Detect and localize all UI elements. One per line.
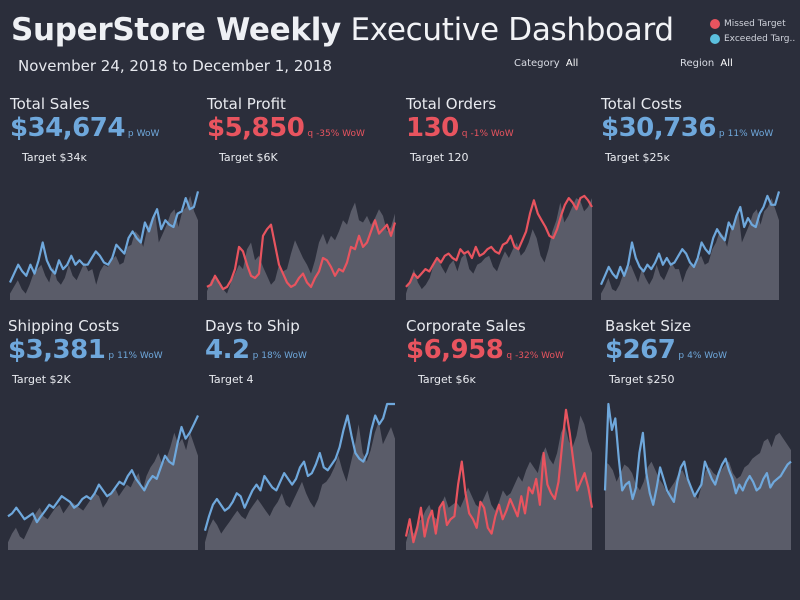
legend-exceeded-label: Exceeded Targ.. — [724, 33, 796, 44]
kpi-card-shipping-costs[interactable]: Shipping Costs $3,381 p 11% WoW Target $… — [7, 317, 199, 550]
kpi-title: Shipping Costs — [8, 317, 120, 335]
kpi-delta: 11% WoW — [117, 351, 163, 361]
sparkline-chart[interactable] — [203, 402, 395, 550]
sparkline-chart[interactable] — [7, 402, 199, 550]
kpi-card-total-costs[interactable]: Total Costs $30,736 p 11% WoW Target $25… — [599, 95, 791, 315]
trend-arrow-icon: q — [307, 129, 314, 139]
legend-item-exceeded[interactable]: Exceeded Targ.. — [710, 31, 795, 46]
date-range: November 24, 2018 to December 1, 2018 — [18, 57, 332, 75]
sparkline-area — [205, 421, 395, 550]
kpi-value-row: $267 p 4% WoW — [605, 335, 727, 365]
trend-arrow-icon: p — [252, 351, 259, 361]
kpi-value: 4.2 — [205, 335, 250, 365]
kpi-card-total-orders[interactable]: Total Orders 130 q -1% WoW Target 120 — [405, 95, 596, 315]
kpi-title: Basket Size — [605, 317, 692, 335]
kpi-delta: -32% WoW — [515, 351, 564, 361]
kpi-title: Total Orders — [406, 95, 497, 113]
sparkline-line — [203, 402, 395, 531]
legend-missed-label: Missed Target — [724, 18, 786, 29]
kpi-value-row: 4.2 p 18% WoW — [205, 335, 307, 365]
kpi-target: Target $25ᴋ — [605, 151, 670, 164]
kpi-delta: -1% WoW — [470, 129, 514, 139]
sparkline-area — [8, 432, 198, 550]
kpi-target: Target $250 — [609, 373, 675, 386]
sparkline-chart[interactable] — [603, 402, 792, 550]
kpi-value-row: $5,850 q -35% WoW — [207, 113, 365, 143]
category-filter-value[interactable]: All — [565, 58, 579, 69]
kpi-value-row: $6,958 q -32% WoW — [406, 335, 564, 365]
kpi-card-corporate-sales[interactable]: Corporate Sales $6,958 q -32% WoW Target… — [404, 317, 596, 550]
title-bold-part: SuperStore Weekly — [11, 12, 341, 48]
legend-item-missed[interactable]: Missed Target — [710, 16, 795, 31]
region-filter-value[interactable]: All — [720, 58, 733, 69]
category-filter[interactable]: Category All — [514, 58, 578, 69]
kpi-value: $34,674 — [10, 113, 125, 143]
kpi-value: $3,381 — [8, 335, 106, 365]
kpi-title: Total Profit — [207, 95, 286, 113]
kpi-target: Target 4 — [209, 373, 254, 386]
kpi-card-days-to-ship[interactable]: Days to Ship 4.2 p 18% WoW Target 4 — [203, 317, 395, 550]
kpi-value: $5,850 — [207, 113, 305, 143]
kpi-delta: 11% WoW — [727, 129, 774, 139]
dashboard-title: SuperStore Weekly Executive Dashboard — [11, 12, 674, 48]
kpi-value-row: $34,674 p WoW — [10, 113, 159, 143]
legend: Missed Target Exceeded Targ.. — [710, 16, 795, 46]
kpi-value: $6,958 — [406, 335, 504, 365]
kpi-value-row: $3,381 p 11% WoW — [8, 335, 163, 365]
trend-arrow-icon: q — [461, 129, 468, 139]
kpi-delta: -35% WoW — [316, 129, 365, 139]
kpi-target: Target $34ᴋ — [22, 151, 87, 164]
kpi-delta: 18% WoW — [261, 351, 307, 361]
kpi-title: Total Sales — [10, 95, 90, 113]
trend-arrow-icon: p — [678, 351, 685, 361]
category-filter-label: Category — [514, 58, 560, 69]
kpi-value: 130 — [406, 113, 459, 143]
sparkline-area — [10, 195, 198, 300]
trend-arrow-icon: q — [506, 351, 513, 361]
trend-arrow-icon: p — [108, 351, 115, 361]
title-light-part: Executive Dashboard — [350, 12, 675, 48]
sparkline-chart[interactable] — [599, 185, 781, 300]
sparkline-line — [404, 408, 594, 544]
sparkline-line — [603, 402, 792, 506]
kpi-value: $267 — [605, 335, 676, 365]
kpi-card-total-sales[interactable]: Total Sales $34,674 p WoW Target $34ᴋ — [9, 95, 200, 315]
sparkline-area — [601, 198, 779, 300]
kpi-title: Total Costs — [601, 95, 682, 113]
kpi-value: $30,736 — [601, 113, 716, 143]
trend-arrow-icon: p — [127, 129, 134, 139]
kpi-target: Target $6ᴋ — [418, 373, 476, 386]
sparkline-area — [207, 202, 395, 300]
kpi-card-total-profit[interactable]: Total Profit $5,850 q -35% WoW Target $6… — [206, 95, 397, 315]
region-filter[interactable]: Region All — [680, 58, 733, 69]
sparkline-line — [405, 194, 593, 288]
kpi-title: Days to Ship — [205, 317, 300, 335]
exceeded-target-swatch — [710, 33, 720, 44]
trend-arrow-icon: p — [718, 129, 725, 139]
sparkline-line — [7, 415, 199, 524]
sparkline-chart[interactable] — [405, 185, 593, 300]
sparkline-chart[interactable] — [9, 185, 200, 300]
region-filter-label: Region — [680, 58, 715, 69]
kpi-target: Target $2K — [12, 373, 71, 386]
sparkline-line — [9, 191, 200, 283]
kpi-delta: 4% WoW — [687, 351, 728, 361]
sparkline-chart[interactable] — [404, 402, 594, 550]
kpi-target: Target $6K — [219, 151, 278, 164]
kpi-delta: WoW — [136, 129, 160, 139]
kpi-value-row: 130 q -1% WoW — [406, 113, 514, 143]
sparkline-area — [605, 432, 791, 550]
kpi-target: Target 120 — [410, 151, 469, 164]
sparkline-area — [406, 198, 592, 300]
kpi-card-basket-size[interactable]: Basket Size $267 p 4% WoW Target $250 — [603, 317, 795, 550]
sparkline-line — [206, 219, 397, 291]
kpi-title: Corporate Sales — [406, 317, 526, 335]
kpi-value-row: $30,736 p 11% WoW — [601, 113, 773, 143]
sparkline-line — [599, 191, 781, 286]
sparkline-chart[interactable] — [206, 185, 397, 300]
missed-target-swatch — [710, 18, 720, 29]
